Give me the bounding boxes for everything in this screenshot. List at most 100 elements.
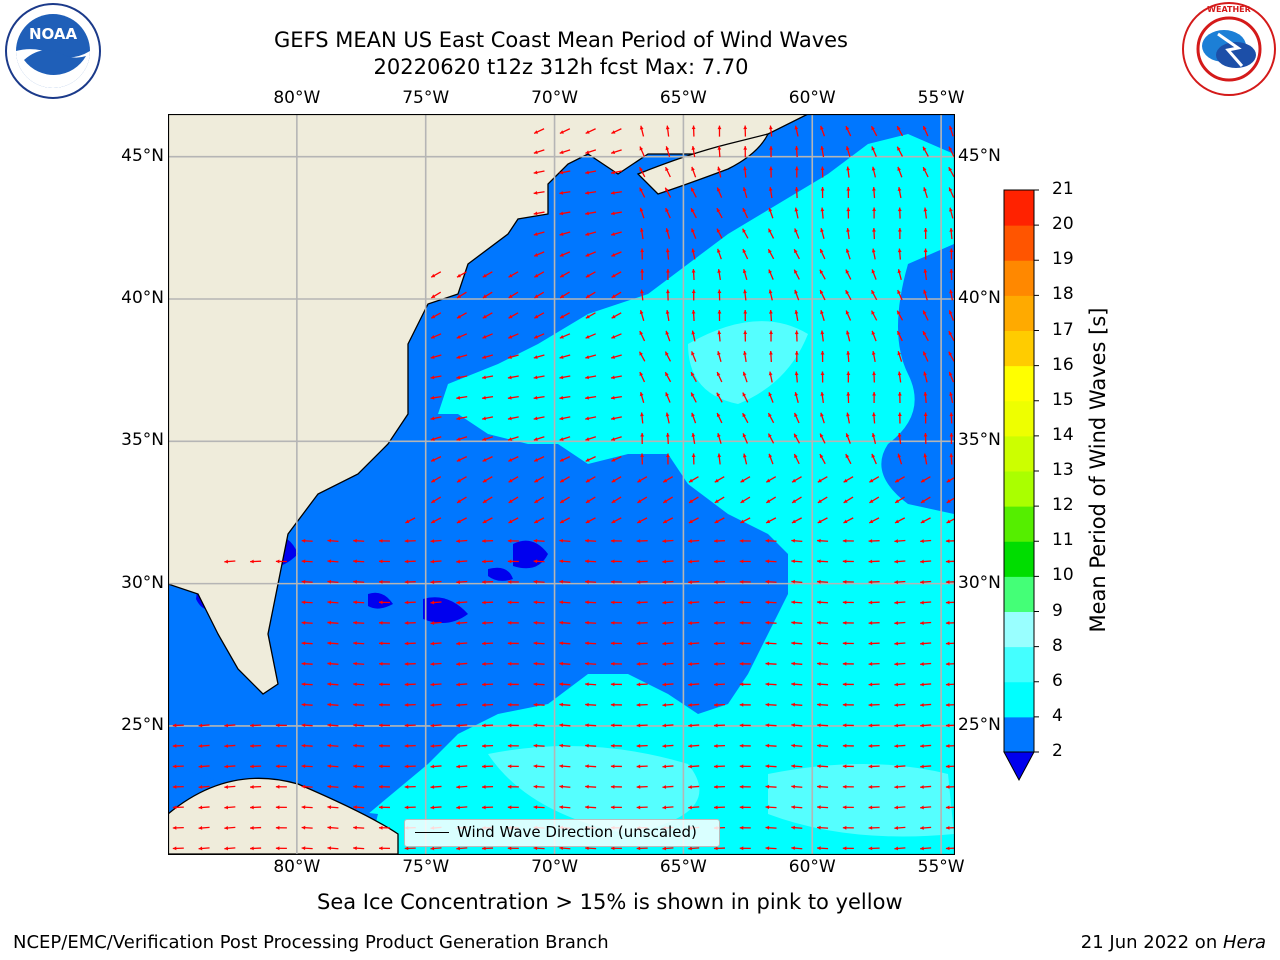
wind-arrow	[920, 846, 932, 851]
wind-arrow	[559, 149, 571, 155]
wind-arrow	[662, 744, 674, 748]
wind-arrow	[717, 453, 722, 465]
chart-title-line2: 20220620 t12z 312h fcst Max: 7.70	[373, 55, 749, 79]
wind-arrow	[894, 580, 906, 584]
wind-arrow	[275, 846, 287, 851]
wind-arrow	[819, 269, 826, 280]
wind-arrow	[637, 476, 648, 483]
wind-arrow	[198, 785, 210, 789]
wind-arrow	[691, 166, 697, 178]
wind-arrow	[691, 309, 696, 322]
wind-arrow	[739, 743, 751, 748]
wind-arrow	[559, 456, 571, 462]
wind-arrow	[923, 187, 928, 198]
wind-arrow	[691, 289, 696, 301]
wind-arrow	[868, 744, 880, 748]
wind-arrow	[872, 187, 876, 199]
wind-arrow	[327, 620, 339, 625]
wind-arrow	[482, 517, 493, 524]
wind-arrow	[482, 291, 493, 299]
wind-arrow	[430, 333, 442, 339]
wind-arrow	[868, 784, 880, 789]
wind-arrow	[896, 310, 904, 321]
wind-arrow	[949, 228, 954, 240]
wind-arrow	[897, 207, 902, 219]
wind-arrow	[610, 436, 622, 441]
wind-arrow	[739, 805, 751, 810]
lon-tick-label-bottom: 80°W	[273, 857, 321, 877]
lon-tick-label-bottom: 60°W	[788, 857, 836, 877]
wind-arrow	[585, 231, 597, 236]
wind-arrow	[559, 805, 571, 810]
wind-arrow	[275, 743, 287, 748]
wind-arrow	[430, 682, 442, 687]
wind-arrow	[842, 661, 854, 666]
wind-arrow	[275, 723, 287, 728]
wind-arrow	[585, 271, 596, 278]
wind-arrow	[662, 846, 674, 851]
wind-arrow	[870, 289, 878, 301]
wind-arrow	[430, 723, 442, 728]
wind-arrow	[640, 289, 644, 301]
footer-machine: Hera	[1222, 932, 1266, 953]
wind-arrow	[198, 826, 210, 830]
wind-arrow	[716, 412, 723, 424]
wind-arrow	[456, 662, 468, 666]
colorbar-bin	[1004, 576, 1034, 612]
wind-arrow	[794, 187, 799, 199]
wind-arrow	[894, 600, 906, 605]
wind-arrow	[508, 517, 519, 524]
wind-arrow	[559, 496, 570, 504]
wind-arrow	[945, 621, 954, 625]
wind-arrow	[172, 764, 184, 769]
wind-arrow	[533, 723, 545, 728]
wind-arrow	[870, 310, 878, 321]
wind-arrow	[585, 312, 596, 319]
wind-arrow	[742, 248, 749, 260]
wind-arrow	[894, 662, 906, 666]
wind-arrow	[946, 477, 954, 483]
wind-arrow	[691, 248, 696, 260]
wind-arrow	[224, 744, 236, 748]
wind-wave-arrows	[172, 125, 954, 851]
wind-arrow	[585, 641, 597, 646]
wind-arrow	[585, 559, 597, 564]
wind-arrow	[791, 764, 803, 769]
wind-arrow	[430, 354, 442, 359]
wind-arrow	[482, 764, 494, 769]
wind-arrow	[275, 559, 287, 564]
wind-arrow	[585, 436, 597, 441]
wind-arrow	[842, 846, 854, 851]
wind-arrow	[404, 641, 416, 646]
wind-arrow	[559, 579, 571, 584]
wind-arrow	[327, 538, 339, 543]
wind-arrow	[742, 269, 748, 280]
wind-arrow	[585, 128, 596, 135]
wind-arrow	[949, 269, 954, 281]
wind-arrow	[456, 744, 468, 748]
wind-arrow	[791, 682, 803, 687]
wind-arrow	[610, 149, 622, 155]
wind-arrow	[872, 391, 877, 403]
wind-arrow	[688, 476, 699, 483]
wind-arrow	[585, 538, 597, 543]
wind-arrow	[817, 600, 829, 605]
wind-arrow	[559, 764, 571, 769]
nws-logo: WEATHER	[1182, 2, 1276, 96]
wind-arrow	[610, 538, 622, 543]
wind-arrow	[636, 662, 648, 666]
lon-tick-label-bottom: 55°W	[917, 857, 965, 877]
wind-arrow	[920, 476, 931, 483]
wind-arrow	[610, 764, 622, 769]
wind-arrow	[717, 166, 722, 178]
colorbar-tick-label: 4	[1052, 705, 1063, 726]
wind-arrow	[482, 436, 493, 441]
wind-arrow	[894, 744, 906, 748]
wind-arrow	[301, 641, 313, 646]
wind-arrow	[894, 846, 906, 851]
wind-arrow	[820, 350, 825, 363]
wind-arrow	[666, 453, 670, 465]
wind-arrow	[688, 580, 700, 584]
wind-arrow	[794, 371, 799, 383]
wind-arrow	[507, 538, 519, 543]
